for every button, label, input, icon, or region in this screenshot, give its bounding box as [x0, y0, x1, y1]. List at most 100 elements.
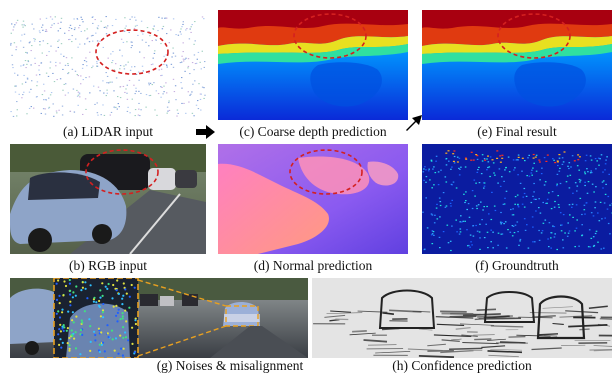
noise-point — [111, 297, 114, 300]
groundtruth-point — [558, 157, 561, 159]
noise-point — [112, 305, 115, 308]
lidar-point — [31, 45, 33, 47]
lidar-point — [200, 93, 202, 95]
groundtruth-point — [526, 224, 528, 226]
confidence-stroke — [481, 345, 506, 349]
lidar-point — [189, 28, 191, 30]
groundtruth-point — [466, 229, 468, 231]
groundtruth-point — [460, 166, 462, 168]
groundtruth-point — [603, 202, 606, 204]
noise-point — [71, 296, 74, 299]
lidar-point — [154, 50, 156, 52]
groundtruth-point — [437, 171, 440, 173]
noise-point — [115, 314, 118, 317]
groundtruth-point — [514, 224, 517, 226]
lidar-point — [153, 82, 155, 84]
groundtruth-point — [446, 224, 449, 226]
lidar-point — [92, 16, 94, 18]
lidar-point — [61, 114, 64, 116]
lidar-point — [182, 42, 184, 44]
lidar-point — [16, 109, 18, 111]
lidar-point — [176, 115, 178, 117]
lidar-input-image — [10, 16, 206, 117]
noise-point — [74, 331, 77, 334]
noise-point — [98, 299, 101, 303]
lidar-point — [96, 61, 98, 63]
lidar-point — [203, 66, 205, 68]
lidar-point — [15, 85, 17, 87]
lidar-point — [99, 40, 101, 42]
lidar-point — [65, 83, 67, 85]
groundtruth-point — [562, 161, 565, 163]
groundtruth-point — [475, 205, 478, 207]
highlight-ellipse — [293, 13, 367, 59]
confidence-stroke — [568, 324, 608, 328]
groundtruth-point — [435, 207, 438, 209]
arrow-up-right-icon — [406, 115, 422, 131]
lidar-point — [74, 70, 77, 72]
groundtruth-point — [523, 187, 526, 190]
confidence-stroke — [440, 310, 467, 313]
lidar-point — [24, 60, 27, 62]
lidar-point — [166, 106, 169, 108]
groundtruth-point — [501, 176, 503, 178]
lidar-point — [203, 18, 205, 20]
groundtruth-point — [422, 211, 424, 213]
noise-point — [72, 321, 75, 324]
confidence-prediction-image — [312, 278, 612, 358]
groundtruth-point — [487, 161, 490, 163]
groundtruth-point — [590, 171, 593, 174]
groundtruth-point — [492, 231, 494, 233]
groundtruth-point — [445, 164, 448, 166]
confidence-stroke — [589, 349, 612, 351]
groundtruth-point — [434, 172, 437, 174]
groundtruth-point — [557, 164, 559, 167]
groundtruth-point — [516, 221, 519, 223]
noise-point — [107, 336, 110, 339]
lidar-point — [79, 43, 81, 45]
noise-point — [131, 326, 134, 329]
lidar-point — [186, 28, 188, 30]
lidar-point — [50, 92, 53, 94]
groundtruth-point — [436, 203, 438, 205]
groundtruth-point — [453, 150, 456, 152]
groundtruth-point — [458, 174, 461, 176]
groundtruth-point — [550, 237, 552, 239]
lidar-point — [164, 17, 166, 19]
groundtruth-point — [511, 235, 514, 237]
groundtruth-point — [572, 216, 574, 218]
lidar-point — [15, 46, 18, 48]
confidence-stroke — [352, 330, 367, 333]
groundtruth-point — [596, 160, 598, 162]
groundtruth-point — [423, 168, 425, 170]
groundtruth-point — [426, 227, 429, 229]
groundtruth-point — [533, 182, 535, 185]
lidar-point — [58, 39, 60, 41]
confidence-stroke — [473, 334, 495, 336]
groundtruth-point — [505, 167, 507, 169]
lidar-point — [42, 24, 44, 26]
lidar-point — [30, 64, 32, 66]
lidar-point — [56, 79, 58, 81]
noise-point — [99, 289, 102, 292]
lidar-point — [107, 25, 109, 27]
groundtruth-point — [592, 245, 595, 247]
noise-point — [112, 283, 115, 287]
noise-point — [102, 316, 105, 319]
lidar-point — [161, 17, 163, 19]
lidar-point — [137, 34, 139, 36]
lidar-point — [80, 83, 82, 85]
groundtruth-point — [519, 238, 522, 241]
lidar-point — [138, 108, 140, 110]
groundtruth-point — [517, 231, 519, 233]
groundtruth-point — [501, 157, 504, 159]
lidar-point — [78, 27, 80, 29]
groundtruth-point — [579, 181, 581, 183]
lidar-point — [62, 89, 64, 91]
lidar-point — [112, 60, 114, 62]
lidar-point — [49, 67, 51, 69]
lidar-point — [181, 26, 183, 28]
groundtruth-point — [543, 184, 546, 186]
lidar-point — [82, 79, 84, 81]
lidar-point — [88, 41, 91, 43]
